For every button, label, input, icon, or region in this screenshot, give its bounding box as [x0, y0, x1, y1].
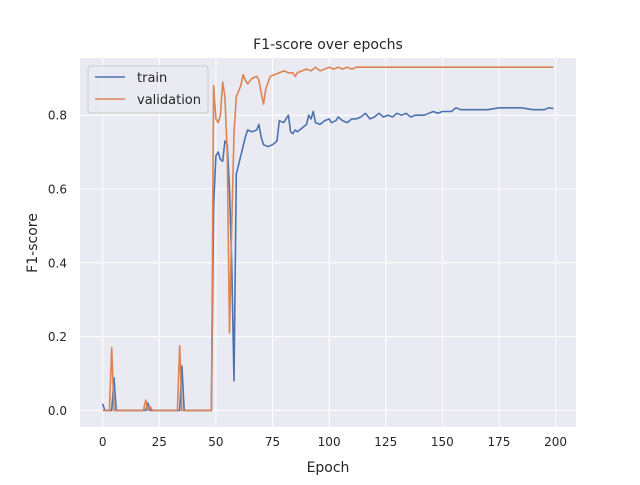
- x-tick-label: 175: [488, 435, 511, 449]
- y-ticks: 0.0 0.2 0.4 0.6 0.8: [48, 109, 67, 418]
- y-tick-label: 0.6: [48, 182, 67, 196]
- x-tick-label: 50: [208, 435, 223, 449]
- x-tick-label: 125: [374, 435, 397, 449]
- x-tick-label: 0: [99, 435, 107, 449]
- y-tick-label: 0.0: [48, 404, 67, 418]
- y-tick-label: 0.8: [48, 109, 67, 123]
- x-tick-label: 200: [544, 435, 567, 449]
- x-tick-label: 75: [265, 435, 280, 449]
- x-ticks: 0 25 50 75 100 125 150 175 200: [99, 435, 567, 449]
- legend: train validation: [87, 65, 209, 114]
- y-tick-label: 0.4: [48, 256, 67, 270]
- legend-label-train: train: [137, 71, 167, 86]
- series-layer: [101, 66, 554, 412]
- x-tick-label: 25: [152, 435, 167, 449]
- x-tick-label: 150: [431, 435, 454, 449]
- series-line-validation: [102, 66, 554, 412]
- legend-label-validation: validation: [137, 93, 201, 108]
- y-axis-label: F1-score: [25, 213, 41, 273]
- y-tick-label: 0.2: [48, 330, 67, 344]
- series-line-train: [101, 107, 554, 412]
- x-axis-label: Epoch: [307, 460, 350, 476]
- chart-title: F1-score over epochs: [253, 37, 403, 53]
- x-tick-label: 100: [318, 435, 341, 449]
